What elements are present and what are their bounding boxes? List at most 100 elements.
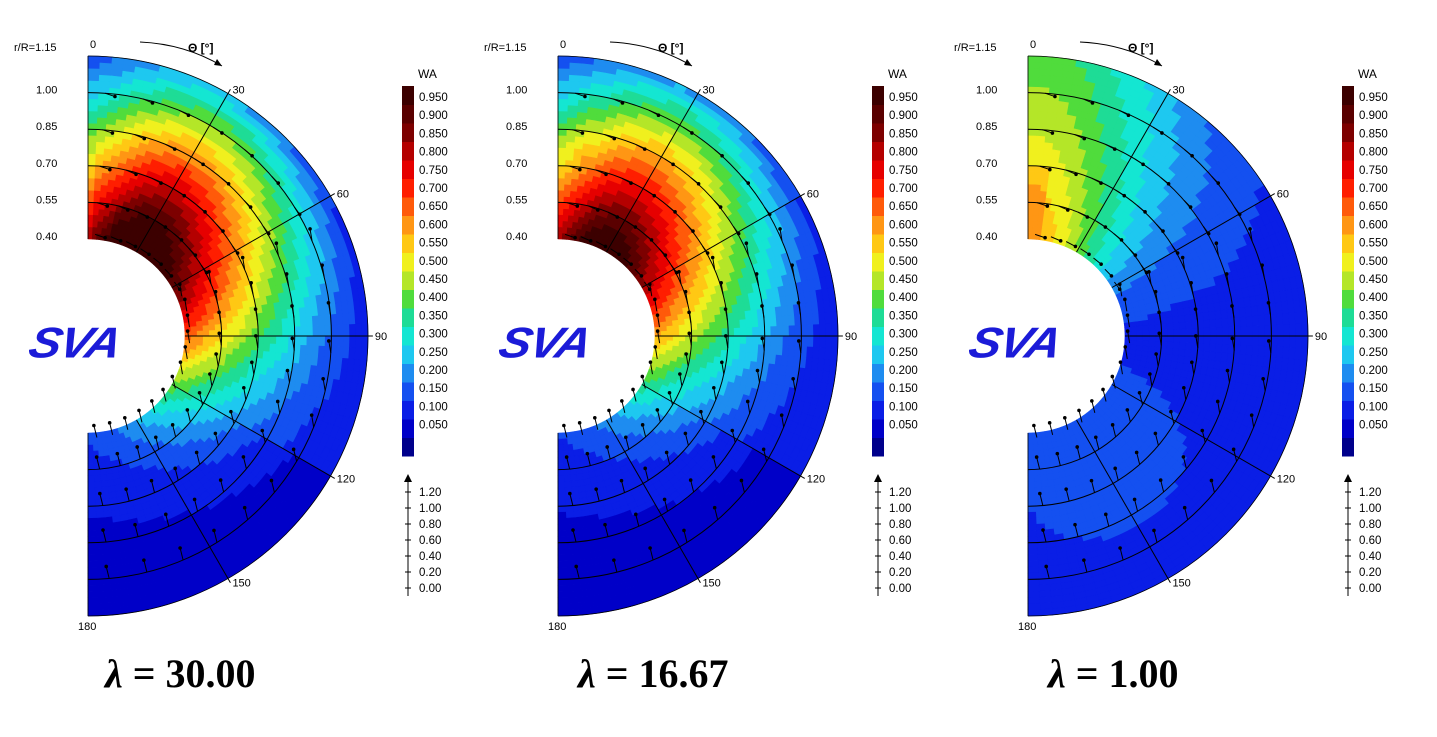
vector-arrow bbox=[251, 362, 255, 375]
contour-cell bbox=[691, 335, 699, 343]
contour-cell bbox=[100, 486, 109, 494]
contour-cell bbox=[691, 329, 699, 337]
vector-arrow bbox=[172, 424, 177, 437]
contour-cell bbox=[557, 481, 565, 489]
contour-cell bbox=[99, 55, 113, 64]
arrow-head bbox=[133, 522, 137, 527]
contour-cell bbox=[666, 330, 674, 337]
colorbar-label: 0.650 bbox=[889, 201, 918, 213]
contour-cell bbox=[782, 335, 790, 347]
contour-cell bbox=[825, 323, 833, 337]
contour-cell bbox=[702, 342, 711, 350]
vector-arrow bbox=[199, 392, 204, 405]
contour-cell bbox=[557, 554, 569, 562]
arrow-head bbox=[135, 445, 140, 449]
contour-cell bbox=[557, 165, 566, 173]
contour-cell bbox=[208, 319, 216, 326]
contour-cell bbox=[831, 335, 839, 349]
contour-cell bbox=[746, 327, 753, 337]
arrow-head bbox=[667, 391, 672, 395]
arrow-head bbox=[276, 181, 281, 185]
arrow-head bbox=[159, 181, 163, 185]
vector-arrow bbox=[218, 333, 222, 346]
arrow-head bbox=[664, 450, 669, 455]
contour-cell bbox=[775, 345, 784, 356]
arrow-head bbox=[720, 153, 724, 158]
contour-cell bbox=[758, 326, 766, 337]
contour-cell bbox=[306, 335, 314, 347]
vector-arrow bbox=[125, 489, 130, 502]
contour-cell bbox=[788, 325, 796, 337]
contour-cell bbox=[696, 322, 704, 331]
contour-cell bbox=[781, 315, 790, 327]
arrow-head bbox=[678, 372, 682, 376]
vector-arrow bbox=[657, 331, 661, 344]
arrow-head bbox=[652, 193, 657, 198]
contour-cell bbox=[87, 128, 98, 136]
arrow-head bbox=[327, 339, 331, 343]
contour-cell bbox=[354, 347, 362, 361]
contour-cell bbox=[565, 141, 576, 149]
contour-cell bbox=[709, 342, 717, 351]
contour-cell bbox=[763, 317, 772, 328]
contour-cell bbox=[727, 335, 735, 345]
contour-cell bbox=[239, 321, 247, 330]
vector-scale-label: 1.20 bbox=[419, 487, 441, 499]
contour-cell bbox=[566, 547, 578, 556]
contour-cell bbox=[769, 316, 778, 328]
contour-cell bbox=[567, 449, 575, 458]
contour-cell bbox=[696, 347, 704, 356]
arrow-head bbox=[791, 376, 795, 381]
contour-cell bbox=[300, 335, 308, 346]
contour-cell bbox=[196, 340, 204, 347]
contour-cell bbox=[562, 208, 570, 216]
contour-cell bbox=[294, 335, 302, 346]
contour-cell bbox=[232, 342, 241, 350]
arrow-head bbox=[320, 263, 324, 267]
contour-cell bbox=[562, 226, 568, 234]
contour-cell bbox=[190, 330, 198, 337]
contour-cell bbox=[87, 98, 99, 106]
colorbar-label: 0.150 bbox=[889, 383, 918, 395]
contour-cell bbox=[275, 318, 283, 329]
contour-cell bbox=[257, 327, 265, 337]
contour-cell bbox=[557, 147, 567, 155]
contour-cell bbox=[99, 190, 108, 198]
contour-cell bbox=[739, 319, 747, 329]
vector-arrow bbox=[99, 493, 104, 506]
vector-arrow bbox=[261, 430, 266, 443]
vector-scale-label: 0.80 bbox=[889, 519, 911, 531]
contour-cell bbox=[87, 493, 96, 501]
contour-cell bbox=[665, 320, 674, 327]
arrow-head bbox=[778, 227, 782, 231]
colorbar-swatch bbox=[402, 271, 414, 290]
arrow-head bbox=[690, 131, 694, 135]
contour-cell bbox=[714, 349, 722, 358]
arrow-head bbox=[779, 413, 784, 417]
contour-cell bbox=[232, 348, 240, 357]
colorbar-label: 0.200 bbox=[889, 365, 918, 377]
contour-cell bbox=[282, 335, 290, 346]
contour-cell bbox=[257, 343, 265, 352]
vector-arrow bbox=[321, 265, 325, 278]
radius-label: 0.40 bbox=[36, 231, 57, 243]
contour-cell bbox=[557, 536, 568, 544]
colorbar-swatch bbox=[872, 234, 884, 253]
vector-arrow bbox=[656, 409, 661, 422]
contour-cell bbox=[721, 320, 729, 330]
vector-arrow bbox=[579, 422, 584, 435]
vector-scale-label: 1.20 bbox=[889, 487, 911, 499]
contour-cell bbox=[208, 335, 216, 342]
arrow-head bbox=[594, 487, 598, 491]
contour-cell bbox=[87, 463, 95, 470]
contour-cell bbox=[269, 343, 277, 353]
contour-cell bbox=[819, 324, 827, 337]
contour-cell bbox=[87, 603, 101, 611]
contour-cell bbox=[672, 330, 680, 337]
contour-cell bbox=[1027, 232, 1033, 240]
arrow-head bbox=[285, 368, 290, 373]
arrow-head bbox=[147, 252, 151, 257]
contour-cell bbox=[557, 92, 569, 100]
vector-arrow bbox=[196, 452, 201, 465]
colorbar-swatch bbox=[872, 419, 884, 438]
